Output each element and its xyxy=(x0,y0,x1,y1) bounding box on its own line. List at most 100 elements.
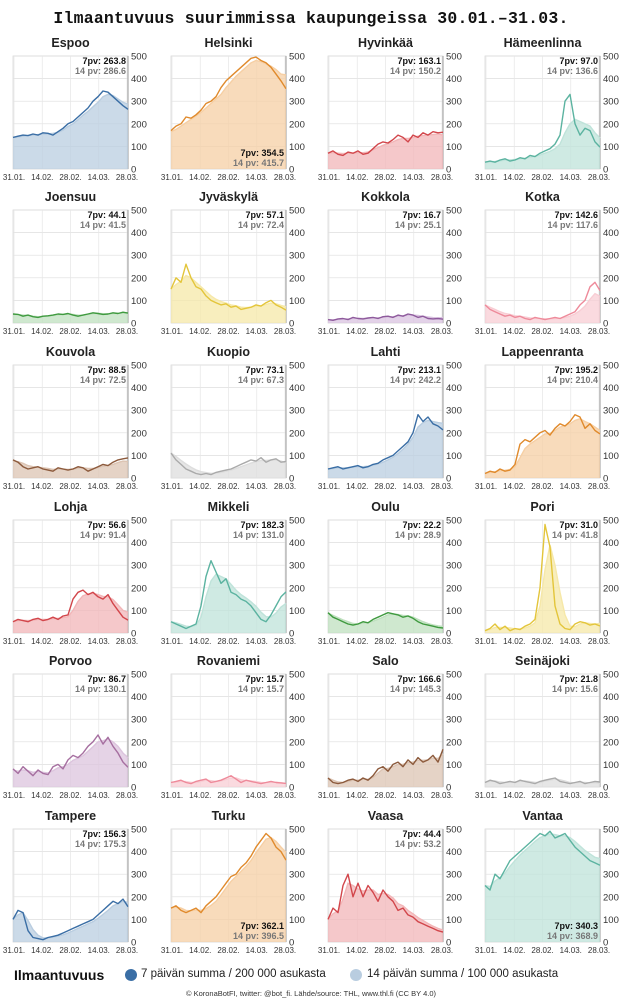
y-tick-label: 200 xyxy=(131,428,147,439)
y-tick-label: 500 xyxy=(446,206,462,217)
label-14pv: 14 pv: 175.3 xyxy=(75,839,126,849)
label-7pv: 7pv: 142.6 xyxy=(554,210,598,220)
panel-lahti: 0 100 200 300 400 500 31.01. 14.02. 28.02. 14.03.… xyxy=(318,345,462,491)
y-tick-label: 200 xyxy=(289,428,305,439)
y-tick-label: 0 xyxy=(131,938,136,949)
x-tick-label: 28.02. xyxy=(217,946,239,955)
x-tick-label: 31.01. xyxy=(318,327,340,336)
label-7pv: 7pv: 195.2 xyxy=(554,365,598,375)
y-tick-label: 400 xyxy=(131,383,147,394)
line-7pv xyxy=(484,523,601,632)
y-tick-label: 500 xyxy=(289,516,305,527)
x-tick-label: 28.02. xyxy=(374,173,396,182)
label-7pv: 7pv: 73.1 xyxy=(245,365,284,375)
line-7pv xyxy=(484,281,601,321)
y-tick-label: 0 xyxy=(289,629,294,640)
y-tick-label: 300 xyxy=(289,97,305,108)
panel-title: Jyväskylä xyxy=(199,190,258,204)
y-tick-label: 0 xyxy=(289,783,294,794)
y-tick-label: 200 xyxy=(446,119,462,130)
x-tick-label: 31.01. xyxy=(3,791,25,800)
y-tick-label: 500 xyxy=(603,670,619,681)
x-tick-label: 14.02. xyxy=(503,482,525,491)
x-tick-label: 28.03. xyxy=(431,946,453,955)
y-tick-label: 200 xyxy=(446,583,462,594)
y-tick-label: 0 xyxy=(603,165,608,176)
label-14pv: 14 pv: 286.6 xyxy=(75,66,126,76)
panel-title: Turku xyxy=(212,809,246,823)
label-14pv: 14 pv: 130.1 xyxy=(75,684,126,694)
line-7pv xyxy=(327,313,444,321)
y-tick-label: 400 xyxy=(603,847,619,858)
panel-hyvinkaa: 0 100 200 300 400 500 31.01. 14.02. 28.02. 14.03.… xyxy=(318,36,462,182)
x-tick-label: 31.01. xyxy=(161,327,183,336)
y-tick-label: 500 xyxy=(446,52,462,63)
y-tick-label: 300 xyxy=(131,561,147,572)
y-tick-label: 200 xyxy=(446,428,462,439)
y-tick-label: 0 xyxy=(446,165,451,176)
line-7pv xyxy=(327,873,444,933)
x-tick-label: 14.03. xyxy=(403,946,425,955)
y-tick-label: 0 xyxy=(603,629,608,640)
line-14pv xyxy=(12,93,129,139)
y-tick-label: 400 xyxy=(289,538,305,549)
y-tick-label: 500 xyxy=(131,206,147,217)
label-7pv: 7pv: 88.5 xyxy=(87,365,126,375)
area-14pv xyxy=(328,315,443,323)
label-14pv: 14 pv: 41.5 xyxy=(80,220,126,230)
area-14pv xyxy=(171,275,286,323)
y-tick-label: 300 xyxy=(446,97,462,108)
x-tick-label: 14.02. xyxy=(31,637,53,646)
x-tick-label: 14.02. xyxy=(189,791,211,800)
y-tick-label: 0 xyxy=(446,629,451,640)
y-tick-label: 500 xyxy=(289,361,305,372)
y-tick-label: 300 xyxy=(446,715,462,726)
y-tick-label: 400 xyxy=(603,692,619,703)
x-tick-label: 31.01. xyxy=(475,173,497,182)
y-tick-label: 500 xyxy=(603,516,619,527)
x-tick-label: 28.03. xyxy=(116,482,138,491)
x-tick-label: 14.02. xyxy=(189,327,211,336)
panel-title: Espoo xyxy=(51,36,90,50)
label-7pv: 7pv: 44.1 xyxy=(87,210,126,220)
panel-vaasa: 0 100 200 300 400 500 31.01. 14.02. 28.02. 14.03.… xyxy=(318,809,462,955)
x-tick-label: 31.01. xyxy=(475,482,497,491)
line-7pv xyxy=(170,263,287,311)
legend-dot-14pv xyxy=(350,969,362,981)
x-tick-label: 28.02. xyxy=(531,482,553,491)
y-tick-label: 100 xyxy=(289,142,305,153)
y-tick-label: 300 xyxy=(446,406,462,417)
x-tick-label: 14.02. xyxy=(189,946,211,955)
y-tick-label: 0 xyxy=(446,319,451,330)
x-tick-label: 14.03. xyxy=(560,327,582,336)
panel-title: Hyvinkää xyxy=(358,36,413,50)
panel-title: Vantaa xyxy=(522,809,563,823)
label-7pv: 7pv: 354.5 xyxy=(240,148,284,158)
x-tick-label: 14.03. xyxy=(246,482,268,491)
area-14pv xyxy=(328,883,443,942)
line-7pv xyxy=(12,898,129,941)
page-title: Ilmaantuvuus suurimmissa kaupungeissa 30… xyxy=(53,9,569,28)
x-tick-label: 28.02. xyxy=(531,327,553,336)
area-14pv xyxy=(13,593,128,633)
panel-seinajoki: 0 100 200 300 400 500 31.01. 14.02. 28.02. 14.03.… xyxy=(475,654,619,800)
y-tick-label: 100 xyxy=(446,606,462,617)
panel-title: Seinäjoki xyxy=(515,654,570,668)
label-14pv: 14 pv: 53.2 xyxy=(395,839,441,849)
y-tick-label: 100 xyxy=(603,606,619,617)
x-tick-label: 31.01. xyxy=(475,946,497,955)
label-14pv: 14 pv: 150.2 xyxy=(390,66,441,76)
y-tick-label: 300 xyxy=(131,251,147,262)
x-tick-label: 31.01. xyxy=(318,791,340,800)
x-tick-label: 28.02. xyxy=(531,173,553,182)
y-tick-label: 400 xyxy=(131,692,147,703)
panel-title: Porvoo xyxy=(49,654,92,668)
label-7pv: 7pv: 362.1 xyxy=(240,921,284,931)
area-14pv xyxy=(485,119,600,169)
x-tick-label: 28.02. xyxy=(217,637,239,646)
line-7pv xyxy=(484,93,601,163)
x-tick-label: 31.01. xyxy=(475,791,497,800)
x-tick-label: 14.03. xyxy=(246,946,268,955)
panel-kouvola: 0 100 200 300 400 500 31.01. 14.02. 28.02. 14.03.… xyxy=(3,345,147,491)
x-tick-label: 14.02. xyxy=(189,637,211,646)
